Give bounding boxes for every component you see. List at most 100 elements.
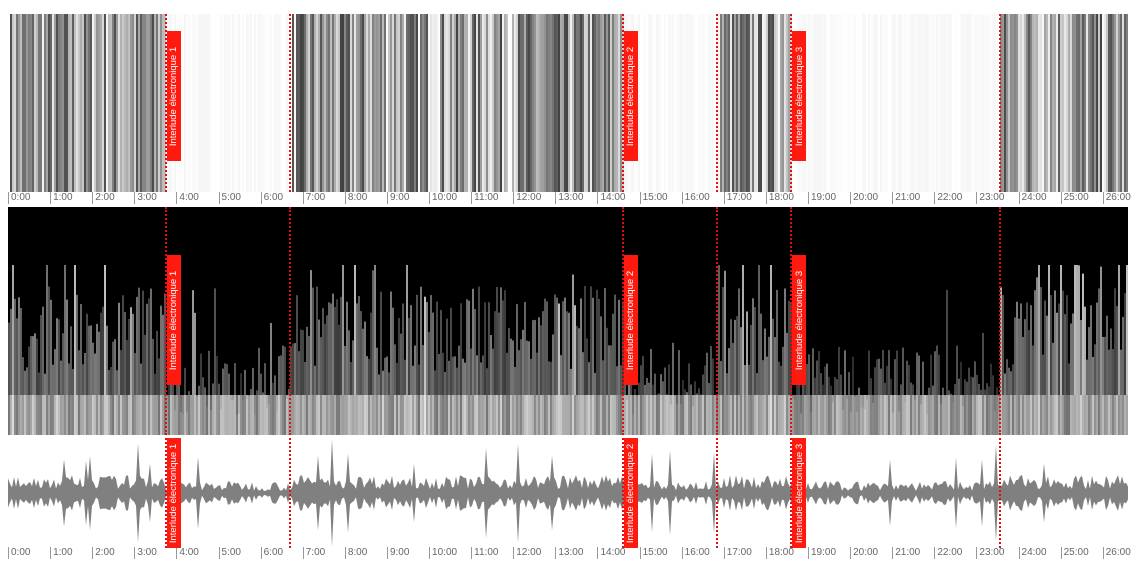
- barcode-strip: [1052, 14, 1054, 192]
- spectrogram-column: [772, 318, 774, 435]
- barcode-strip: [322, 14, 324, 192]
- spectrogram-low-band: [910, 395, 912, 435]
- spectrogram-low-band: [466, 395, 468, 435]
- time-tick: 13:00: [555, 192, 583, 204]
- barcode-strip: [158, 14, 160, 192]
- spectrogram-low-band: [340, 395, 342, 435]
- spectrogram-column: [428, 331, 430, 435]
- spectrogram-column: [546, 301, 548, 435]
- interlude-marker-label[interactable]: Interlude électronique 1: [166, 31, 181, 161]
- spectrogram-low-band: [674, 395, 676, 435]
- spectrogram-low-band: [88, 395, 90, 435]
- interlude-marker-label[interactable]: Interlude électronique 3: [792, 438, 807, 548]
- interlude-marker-label[interactable]: Interlude électronique 1: [166, 438, 181, 548]
- barcode-strip: [766, 14, 768, 192]
- spectrogram-column: [306, 326, 308, 435]
- interlude-marker-label[interactable]: Interlude électronique 3: [792, 255, 807, 385]
- spectrogram-column: [150, 288, 152, 435]
- barcode-strip: [986, 14, 988, 192]
- spectrogram-column: [200, 353, 202, 435]
- spectrogram-column: [1090, 305, 1092, 435]
- barcode-strip: [130, 14, 132, 192]
- spectrogram-column: [752, 298, 754, 435]
- spectrogram-column: [320, 337, 322, 435]
- spectrogram-low-band: [254, 395, 256, 435]
- spectrogram-column: [760, 313, 762, 435]
- spectrogram-low-band: [940, 395, 942, 435]
- barcode-strip: [180, 14, 182, 192]
- spectrogram-low-band: [1114, 395, 1116, 435]
- spectrogram-low-band: [208, 395, 210, 435]
- barcode-strip: [1092, 14, 1094, 192]
- barcode-strip: [182, 14, 184, 192]
- barcode-strip: [708, 14, 710, 192]
- spectrogram-low-band: [578, 395, 580, 435]
- spectrogram-low-band: [284, 395, 286, 435]
- barcode-strip: [1002, 14, 1004, 192]
- spectrogram-low-band: [122, 395, 124, 435]
- spectrogram-low-band: [120, 395, 122, 435]
- interlude-marker-label[interactable]: Interlude électronique 2: [623, 31, 638, 161]
- time-tick: 1:00: [50, 192, 73, 204]
- interlude-marker-label[interactable]: Interlude électronique 3: [792, 31, 807, 161]
- spectrogram-low-band: [404, 395, 406, 435]
- spectrogram-column: [324, 323, 326, 435]
- barcode-strip: [68, 14, 70, 192]
- barcode-strip: [828, 14, 830, 192]
- spectrogram-low-band: [552, 395, 554, 435]
- spectrogram-column: [370, 312, 372, 435]
- barcode-strip: [954, 14, 956, 192]
- barcode-strip: [770, 14, 772, 192]
- spectrogram-low-band: [950, 395, 952, 435]
- spectrogram-low-band: [664, 395, 666, 435]
- spectrogram-low-band: [456, 395, 458, 435]
- barcode-strip: [490, 14, 492, 192]
- spectrogram-low-band: [282, 395, 284, 435]
- spectrogram-low-band: [734, 395, 736, 435]
- interlude-marker-label[interactable]: Interlude électronique 1: [166, 255, 181, 385]
- spectrogram-low-band: [1108, 395, 1110, 435]
- spectrogram-low-band: [722, 395, 724, 435]
- barcode-strip: [104, 14, 106, 192]
- barcode-strip: [50, 14, 52, 192]
- barcode-strip: [1038, 14, 1040, 192]
- spectrogram-column: [1096, 302, 1098, 435]
- barcode-strip: [782, 14, 784, 192]
- spectrogram-column: [122, 295, 124, 435]
- barcode-strip: [60, 14, 62, 192]
- spectrogram-column: [512, 340, 514, 435]
- interlude-marker-label[interactable]: Interlude électronique 2: [623, 255, 638, 385]
- spectrogram-column: [488, 302, 490, 435]
- spectrogram-low-band: [800, 395, 802, 435]
- time-tick: 10:00: [429, 547, 457, 559]
- spectrogram-low-band: [852, 395, 854, 435]
- spectrogram-column: [558, 303, 560, 435]
- barcode-strip: [810, 14, 812, 192]
- barcode-strip: [526, 14, 528, 192]
- barcode-strip: [844, 14, 846, 192]
- spectrogram-low-band: [318, 395, 320, 435]
- barcode-strip: [348, 14, 350, 192]
- spectrogram-column: [754, 307, 756, 435]
- barcode-strip: [1054, 14, 1056, 192]
- spectrogram-column: [392, 307, 394, 435]
- spectrogram-column: [390, 291, 392, 435]
- spectrogram-low-band: [962, 395, 964, 435]
- waveform-lane: [8, 438, 1128, 548]
- spectrogram-low-band: [1044, 395, 1046, 435]
- barcode-strip: [434, 14, 436, 192]
- spectrogram-column: [340, 296, 342, 435]
- spectrogram-low-band: [588, 395, 590, 435]
- spectrogram-low-band: [394, 395, 396, 435]
- barcode-strip: [254, 14, 256, 192]
- spectrogram-column: [502, 300, 504, 435]
- barcode-strip: [894, 14, 896, 192]
- spectrogram-column: [1022, 336, 1024, 435]
- spectrogram-column: [740, 327, 742, 435]
- barcode-strip: [340, 14, 342, 192]
- spectrogram-low-band: [586, 395, 588, 435]
- interlude-marker-label[interactable]: Interlude électronique 2: [623, 438, 638, 548]
- spectrogram-column: [518, 350, 520, 435]
- spectrogram-low-band: [1072, 395, 1074, 435]
- spectrogram-low-band: [688, 395, 690, 435]
